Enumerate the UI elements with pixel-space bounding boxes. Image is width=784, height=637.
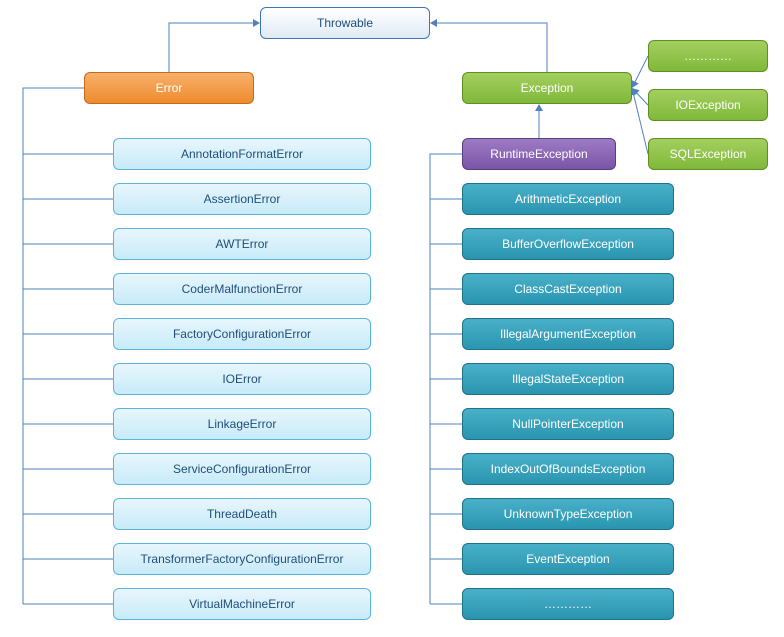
node-label: UnknownTypeException bbox=[504, 507, 633, 521]
node-runtime-leaf-4: IllegalStateException bbox=[462, 363, 674, 395]
node-label: IOException bbox=[675, 98, 740, 112]
node-label: ………… bbox=[684, 49, 732, 63]
node-throwable: Throwable bbox=[260, 7, 430, 39]
node-g3: SQLException bbox=[648, 138, 768, 170]
node-error-leaf-7: ServiceConfigurationError bbox=[113, 453, 371, 485]
node-label: ServiceConfigurationError bbox=[173, 462, 311, 476]
node-runtime-leaf-9: ………… bbox=[462, 588, 674, 620]
node-runtime-leaf-6: IndexOutOfBoundsException bbox=[462, 453, 674, 485]
node-label: VirtualMachineError bbox=[189, 597, 295, 611]
node-label: TransformerFactoryConfigurationError bbox=[141, 552, 344, 566]
node-runtime: RuntimeException bbox=[462, 138, 616, 170]
node-label: LinkageError bbox=[208, 417, 277, 431]
node-error-leaf-1: AssertionError bbox=[113, 183, 371, 215]
node-label: SQLException bbox=[670, 147, 747, 161]
node-label: ArithmeticException bbox=[515, 192, 621, 206]
node-g1: ………… bbox=[648, 40, 768, 72]
node-label: IllegalStateException bbox=[512, 372, 624, 386]
node-label: RuntimeException bbox=[490, 147, 587, 161]
node-label: Throwable bbox=[317, 16, 373, 30]
node-label: CoderMalfunctionError bbox=[182, 282, 303, 296]
node-label: AWTError bbox=[216, 237, 269, 251]
node-runtime-leaf-7: UnknownTypeException bbox=[462, 498, 674, 530]
node-label: EventException bbox=[526, 552, 609, 566]
node-label: IllegalArgumentException bbox=[500, 327, 636, 341]
node-error-leaf-2: AWTError bbox=[113, 228, 371, 260]
node-label: ………… bbox=[544, 597, 592, 611]
node-label: AnnotationFormatError bbox=[181, 147, 303, 161]
node-label: BufferOverflowException bbox=[502, 237, 634, 251]
node-runtime-leaf-1: BufferOverflowException bbox=[462, 228, 674, 260]
node-runtime-leaf-2: ClassCastException bbox=[462, 273, 674, 305]
node-g2: IOException bbox=[648, 89, 768, 121]
node-runtime-leaf-3: IllegalArgumentException bbox=[462, 318, 674, 350]
node-error-leaf-4: FactoryConfigurationError bbox=[113, 318, 371, 350]
node-error-leaf-5: IOError bbox=[113, 363, 371, 395]
node-label: FactoryConfigurationError bbox=[173, 327, 311, 341]
node-label: ThreadDeath bbox=[207, 507, 277, 521]
node-label: AssertionError bbox=[204, 192, 281, 206]
node-label: NullPointerException bbox=[512, 417, 623, 431]
node-label: Exception bbox=[521, 81, 574, 95]
node-error-leaf-3: CoderMalfunctionError bbox=[113, 273, 371, 305]
node-error-leaf-6: LinkageError bbox=[113, 408, 371, 440]
node-exception: Exception bbox=[462, 72, 632, 104]
node-label: IndexOutOfBoundsException bbox=[491, 462, 646, 476]
node-error: Error bbox=[84, 72, 254, 104]
node-error-leaf-8: ThreadDeath bbox=[113, 498, 371, 530]
node-runtime-leaf-8: EventException bbox=[462, 543, 674, 575]
node-label: IOError bbox=[222, 372, 261, 386]
node-error-leaf-9: TransformerFactoryConfigurationError bbox=[113, 543, 371, 575]
node-error-leaf-0: AnnotationFormatError bbox=[113, 138, 371, 170]
node-label: Error bbox=[156, 81, 183, 95]
node-runtime-leaf-5: NullPointerException bbox=[462, 408, 674, 440]
node-label: ClassCastException bbox=[514, 282, 621, 296]
node-runtime-leaf-0: ArithmeticException bbox=[462, 183, 674, 215]
node-error-leaf-10: VirtualMachineError bbox=[113, 588, 371, 620]
